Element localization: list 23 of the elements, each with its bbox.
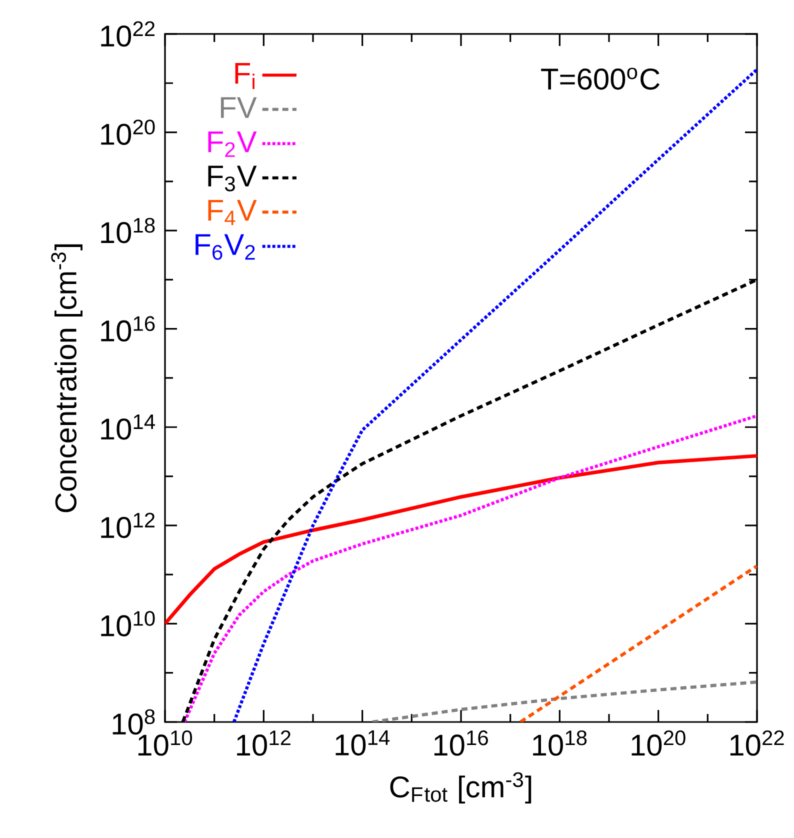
x-tick-label: 10$^{16}$ bbox=[434, 730, 488, 756]
y-tick-label: 10$^{20}$ bbox=[101, 120, 155, 145]
legend-label: F$_{4}$V bbox=[208, 200, 257, 226]
legend-label: F$_{2}$V bbox=[208, 132, 257, 157]
x-tick-label: 10$^{12}$ bbox=[237, 730, 290, 756]
legend-label: F$_{i}$ bbox=[235, 63, 254, 89]
legend-label: F$_{3}$V bbox=[208, 166, 257, 192]
x-axis-title: C$_{Ftot}$ [cm$^{-3}$] bbox=[390, 772, 532, 804]
x-tick-label: 10$^{14}$ bbox=[336, 730, 390, 756]
y-tick-label: 10$^{10}$ bbox=[101, 611, 155, 636]
y-tick-label: 10$^{16}$ bbox=[101, 316, 155, 342]
y-axis-title: Concentration [cm$^{-3}$] bbox=[51, 244, 82, 512]
legend-label: FV bbox=[220, 97, 257, 118]
y-tick-label: 10$^{12}$ bbox=[101, 512, 155, 538]
annotation: T=600$^{o}$C bbox=[541, 68, 660, 90]
x-tick-label: 10$^{18}$ bbox=[533, 730, 587, 756]
x-tick-label: 10$^{20}$ bbox=[632, 730, 686, 756]
y-tick-label: 10$^{18}$ bbox=[101, 218, 155, 244]
y-tick-label: 10$^{14}$ bbox=[101, 414, 155, 440]
x-tick-label: 10$^{22}$ bbox=[730, 730, 784, 756]
y-tick-label: 10$^{22}$ bbox=[101, 21, 155, 47]
legend-label: F$_{6}$V$_{2}$ bbox=[196, 234, 255, 260]
y-tick-label: 10$^{8}$ bbox=[112, 709, 155, 735]
